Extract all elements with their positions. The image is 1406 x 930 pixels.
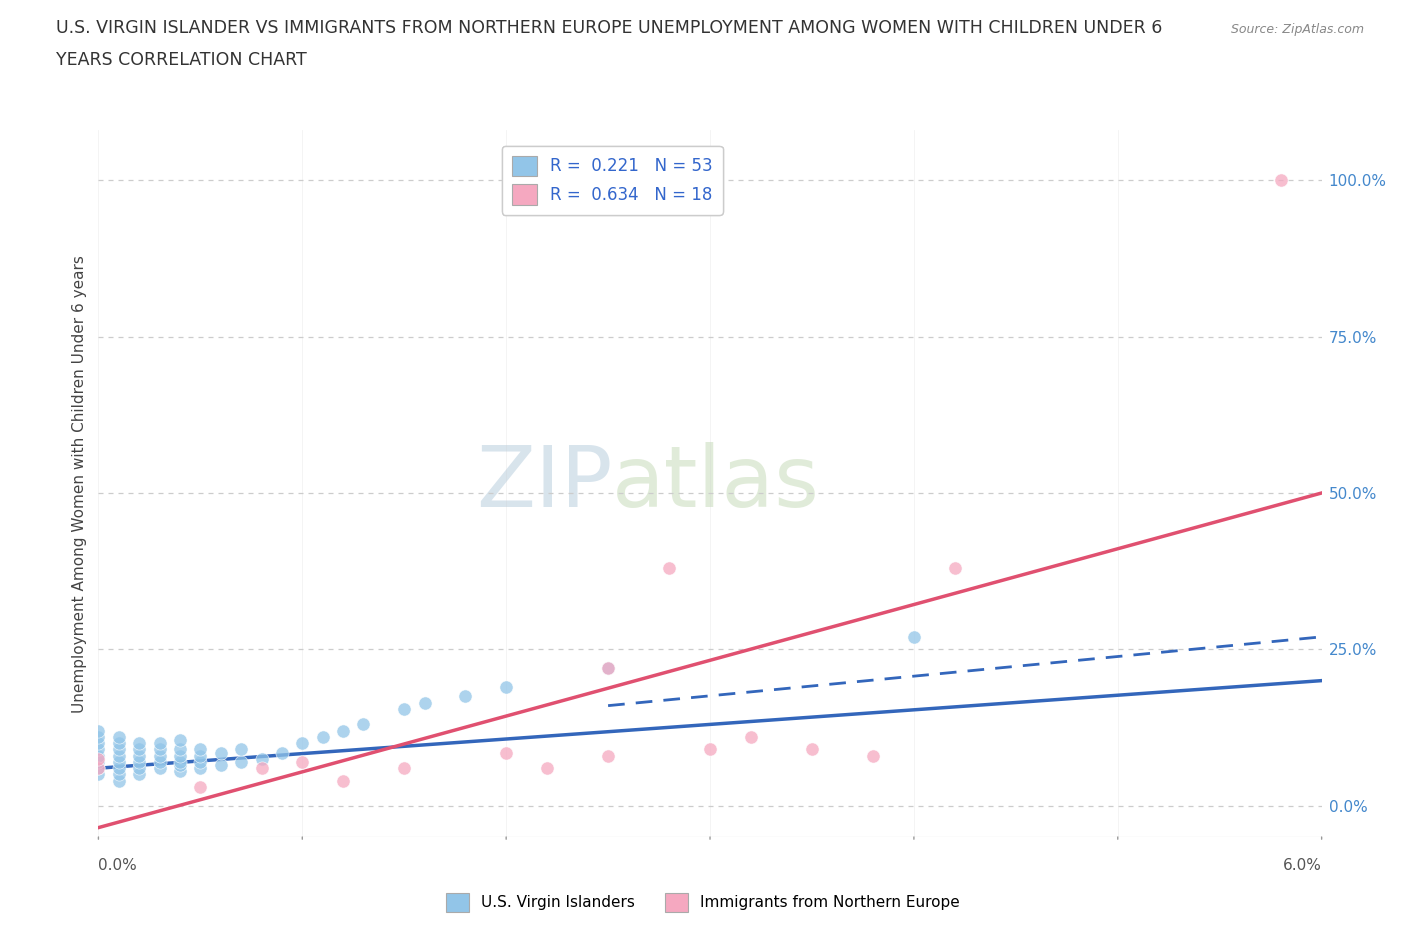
- Point: [209, 745, 232, 760]
- Point: [87, 729, 110, 744]
- Point: [413, 695, 436, 710]
- Point: [188, 742, 212, 757]
- Point: [128, 761, 150, 776]
- Point: [128, 754, 150, 769]
- Point: [87, 761, 110, 776]
- Point: [149, 742, 172, 757]
- Text: Source: ZipAtlas.com: Source: ZipAtlas.com: [1230, 23, 1364, 36]
- Point: [598, 749, 620, 764]
- Point: [495, 680, 517, 695]
- Point: [188, 754, 212, 769]
- Point: [128, 742, 150, 757]
- Text: YEARS CORRELATION CHART: YEARS CORRELATION CHART: [56, 51, 307, 69]
- Point: [149, 761, 172, 776]
- Point: [87, 724, 110, 738]
- Point: [699, 742, 721, 757]
- Point: [149, 749, 172, 764]
- Point: [454, 689, 477, 704]
- Point: [943, 561, 966, 576]
- Point: [231, 742, 253, 757]
- Point: [250, 761, 273, 776]
- Point: [495, 745, 517, 760]
- Point: [598, 660, 620, 675]
- Point: [87, 749, 110, 764]
- Point: [128, 749, 150, 764]
- Point: [740, 729, 762, 744]
- Point: [392, 701, 416, 716]
- Point: [169, 758, 191, 773]
- Point: [270, 745, 292, 760]
- Point: [209, 758, 232, 773]
- Point: [108, 761, 131, 776]
- Point: [108, 767, 131, 782]
- Point: [87, 742, 110, 757]
- Point: [188, 761, 212, 776]
- Legend: U.S. Virgin Islanders, Immigrants from Northern Europe: U.S. Virgin Islanders, Immigrants from N…: [440, 887, 966, 918]
- Point: [598, 660, 620, 675]
- Point: [87, 754, 110, 769]
- Point: [108, 754, 131, 769]
- Text: 6.0%: 6.0%: [1282, 857, 1322, 872]
- Text: U.S. VIRGIN ISLANDER VS IMMIGRANTS FROM NORTHERN EUROPE UNEMPLOYMENT AMONG WOMEN: U.S. VIRGIN ISLANDER VS IMMIGRANTS FROM …: [56, 19, 1163, 36]
- Point: [108, 736, 131, 751]
- Point: [801, 742, 824, 757]
- Point: [87, 761, 110, 776]
- Point: [169, 742, 191, 757]
- Point: [87, 751, 110, 766]
- Point: [1270, 173, 1292, 188]
- Point: [87, 767, 110, 782]
- Point: [169, 749, 191, 764]
- Point: [128, 767, 150, 782]
- Point: [149, 736, 172, 751]
- Point: [250, 751, 273, 766]
- Point: [862, 749, 884, 764]
- Point: [108, 749, 131, 764]
- Point: [108, 773, 131, 788]
- Point: [149, 754, 172, 769]
- Point: [332, 773, 354, 788]
- Text: ZIP: ZIP: [475, 442, 612, 525]
- Point: [169, 733, 191, 748]
- Point: [392, 761, 416, 776]
- Text: atlas: atlas: [612, 442, 820, 525]
- Point: [352, 717, 374, 732]
- Point: [188, 779, 212, 794]
- Point: [188, 749, 212, 764]
- Text: 0.0%: 0.0%: [98, 857, 138, 872]
- Point: [311, 729, 335, 744]
- Point: [903, 630, 925, 644]
- Point: [108, 742, 131, 757]
- Point: [87, 736, 110, 751]
- Legend: R =  0.221   N = 53, R =  0.634   N = 18: R = 0.221 N = 53, R = 0.634 N = 18: [502, 146, 723, 215]
- Point: [658, 561, 681, 576]
- Point: [108, 729, 131, 744]
- Y-axis label: Unemployment Among Women with Children Under 6 years: Unemployment Among Women with Children U…: [72, 255, 87, 712]
- Point: [291, 736, 314, 751]
- Point: [231, 754, 253, 769]
- Point: [169, 764, 191, 778]
- Point: [128, 736, 150, 751]
- Point: [169, 754, 191, 769]
- Point: [536, 761, 558, 776]
- Point: [291, 754, 314, 769]
- Point: [332, 724, 354, 738]
